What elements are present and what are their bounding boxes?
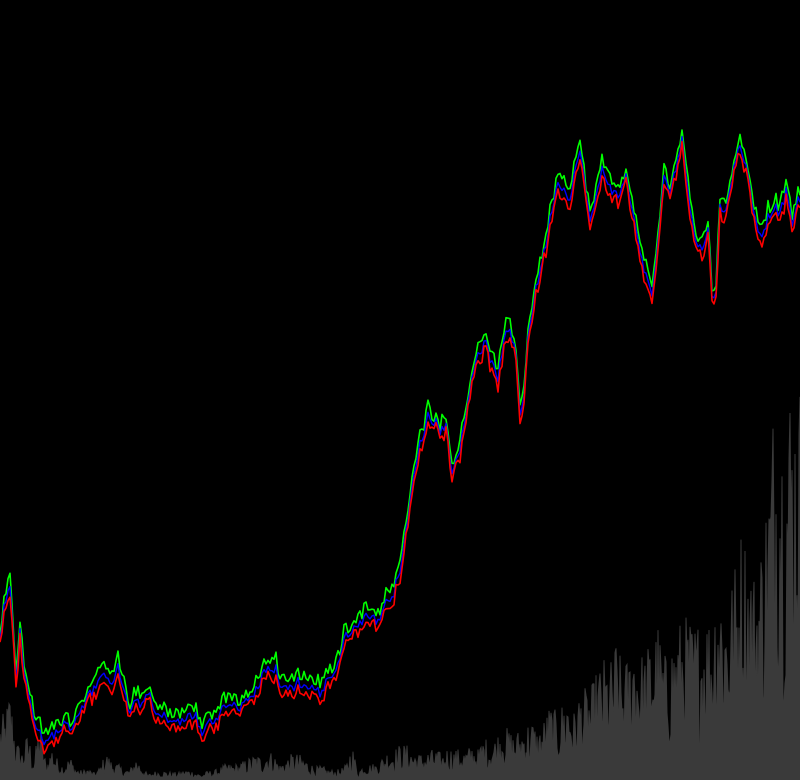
price-mid-line (0, 135, 800, 746)
price-low-line (0, 140, 800, 755)
volume-area (0, 396, 800, 780)
volume-series (0, 396, 800, 780)
price-high-line (0, 129, 800, 735)
price-series (0, 129, 800, 755)
